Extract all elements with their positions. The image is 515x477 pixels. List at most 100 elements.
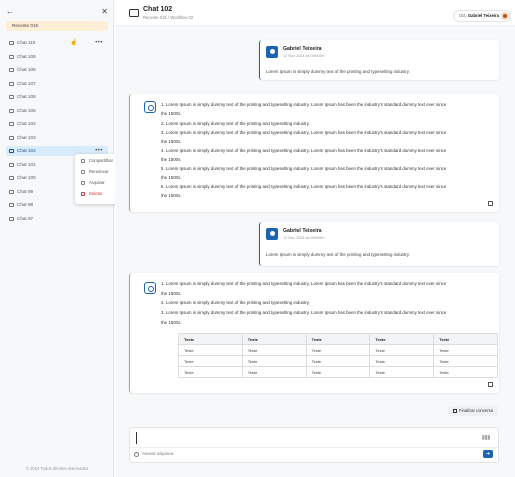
sidebar-item-chat-106[interactable]: Chat 106 bbox=[6, 92, 108, 102]
sidebar-item-label: Chat 98 bbox=[17, 202, 34, 207]
chat-icon bbox=[9, 203, 14, 207]
sidebar-item-chat-108[interactable]: Chat 108 bbox=[6, 65, 108, 75]
sidebar-item-label: Chat 105 bbox=[17, 107, 36, 113]
sidebar-item-chat-97[interactable]: Chat 97 bbox=[6, 214, 108, 224]
copy-icon[interactable] bbox=[488, 201, 493, 206]
copyright-footer: © 2024 Todos direitos reservados bbox=[25, 466, 89, 471]
message-line: 2. Lorem Ipsum is simply dummy text of t… bbox=[161, 121, 310, 126]
sidebar-item-chat-98[interactable]: Chat 98 bbox=[6, 200, 108, 210]
sidebar-item-label: Chat 110 bbox=[17, 40, 36, 45]
user-avatar-icon bbox=[266, 46, 278, 58]
message-line: the 1500s. bbox=[161, 193, 182, 198]
more-icon[interactable]: ••• bbox=[95, 148, 103, 154]
chat-icon bbox=[9, 176, 14, 180]
chat-bubbles-icon bbox=[129, 9, 139, 17]
table-header-row: Teste Teste Teste Teste Teste bbox=[178, 333, 498, 345]
send-arrow-icon: ➜ bbox=[485, 451, 491, 457]
sidebar-item-label: Chat 103 bbox=[17, 134, 36, 140]
sidebar-item-label: Chat 102 bbox=[17, 148, 36, 153]
table-cell: Teste bbox=[305, 355, 371, 367]
audio-wave-icon[interactable]: ▮▮▮ bbox=[481, 435, 491, 441]
message-text: Lorem Ipsum is simply dummy text of the … bbox=[266, 69, 410, 74]
user-message: Gabriel Teixeira 12 Nov 2024 às 09h00m L… bbox=[259, 40, 499, 80]
user-message: Gabriel Teixeira 12 Nov 2024 às 09h00m L… bbox=[259, 222, 499, 266]
menu-item-label: Renomear bbox=[89, 169, 109, 174]
assistant-logo-icon bbox=[144, 282, 156, 294]
message-line: the 1500s. bbox=[161, 320, 182, 325]
table-cell: Teste bbox=[178, 355, 243, 367]
message-line: the 1500s. bbox=[161, 175, 182, 180]
more-icon[interactable]: ••• bbox=[95, 40, 103, 46]
message-line: the 1500s. bbox=[161, 111, 182, 116]
user-menu[interactable]: Olá, Gabriel Teixeira bbox=[453, 10, 511, 22]
sidebar-item-chat-105[interactable]: Chat 105 bbox=[6, 106, 108, 116]
chat-icon bbox=[9, 149, 14, 153]
copy-icon[interactable] bbox=[488, 382, 493, 387]
message-author: Gabriel Teixeira bbox=[283, 228, 322, 234]
attach-label: Anexar arquivos bbox=[142, 451, 174, 456]
attach-files-button[interactable]: Anexar arquivos bbox=[134, 451, 174, 457]
table-cell: Teste bbox=[433, 344, 498, 356]
user-name: Gabriel Teixeira bbox=[467, 13, 499, 18]
chat-icon bbox=[9, 41, 14, 45]
recent-folder[interactable]: Recente 015 bbox=[6, 21, 108, 31]
message-line: 2. Lorem Ipsum is simply dummy text of t… bbox=[161, 300, 310, 305]
message-line: 1. Lorem Ipsum is simply dummy text of t… bbox=[161, 281, 447, 286]
archive-icon bbox=[81, 181, 85, 185]
finish-conversation-button[interactable]: Finalizar conversa bbox=[448, 406, 498, 416]
sidebar-item-chat-102[interactable]: Chat 102 ••• bbox=[6, 146, 108, 156]
sidebar-item-chat-110[interactable]: Chat 110 ••• bbox=[6, 38, 108, 48]
finish-icon bbox=[453, 408, 458, 413]
table-cell: Teste bbox=[369, 366, 435, 378]
main-area: Chat 102 Recente 015 / Workflow 02 Olá, … bbox=[115, 0, 515, 477]
message-line: 3. Lorem Ipsum is simply dummy text of t… bbox=[161, 130, 447, 135]
message-time: 12 Nov 2024 às 09h00m bbox=[283, 236, 325, 240]
table-cell: Teste bbox=[369, 344, 435, 356]
sidebar-item-chat-103[interactable]: Chat 103 bbox=[6, 133, 108, 143]
message-line: 6. Lorem Ipsum is simply dummy text of t… bbox=[161, 184, 447, 189]
message-line: 1. Lorem Ipsum is simply dummy text of t… bbox=[161, 102, 447, 107]
sidebar-item-chat-100[interactable]: Chat 100 bbox=[6, 173, 108, 183]
close-icon[interactable]: ✕ bbox=[101, 7, 108, 16]
sidebar-item-label: Chat 101 bbox=[17, 161, 36, 167]
message-line: 3. Lorem Ipsum is simply dummy text of t… bbox=[161, 310, 447, 315]
breadcrumb[interactable]: Recente 015 / Workflow 02 bbox=[143, 15, 194, 20]
chat-icon bbox=[9, 216, 14, 221]
archive-menu-item[interactable]: Arquivar bbox=[81, 180, 105, 186]
send-button[interactable]: ➜ bbox=[483, 450, 493, 458]
chat-icon bbox=[9, 122, 14, 126]
finish-button-label: Finalizar conversa bbox=[459, 408, 493, 413]
sidebar-item-chat-109[interactable]: Chat 109 bbox=[6, 52, 108, 62]
table-cell: Teste bbox=[241, 344, 307, 356]
message-line: 4. Lorem Ipsum is simply dummy text of t… bbox=[161, 148, 447, 153]
table-row: Teste Teste Teste Teste Teste bbox=[178, 366, 498, 378]
assistant-message: 1. Lorem Ipsum is simply dummy text of t… bbox=[129, 94, 499, 212]
sidebar-item-chat-101[interactable]: Chat 101 bbox=[6, 160, 108, 170]
sidebar-item-chat-104[interactable]: Chat 104 bbox=[6, 119, 108, 129]
share-icon bbox=[81, 159, 85, 163]
message-line: the 1500s. bbox=[161, 139, 182, 144]
user-greeting: Olá, bbox=[459, 13, 467, 18]
avatar bbox=[501, 12, 509, 20]
chat-icon bbox=[9, 54, 14, 59]
sidebar-item-chat-99[interactable]: Chat 99 bbox=[6, 187, 108, 197]
message-time: 12 Nov 2024 às 09h00m bbox=[283, 54, 325, 58]
table-cell: Teste bbox=[369, 355, 435, 367]
table-row: Teste Teste Teste Teste Teste bbox=[178, 344, 498, 356]
pencil-icon bbox=[81, 170, 85, 174]
sidebar-item-label: Chat 97 bbox=[17, 215, 34, 221]
sidebar-top: ← ✕ bbox=[6, 8, 108, 16]
table-cell: Teste bbox=[241, 366, 307, 378]
table-header-cell: Teste bbox=[241, 333, 307, 345]
message-input[interactable] bbox=[136, 432, 486, 444]
delete-menu-item[interactable]: Deletar bbox=[81, 191, 103, 197]
arrow-left-icon[interactable]: ← bbox=[6, 7, 14, 16]
share-menu-item[interactable]: Compartilhar bbox=[81, 158, 113, 164]
pointer-cursor-icon: ☝ bbox=[70, 40, 78, 46]
sidebar-item-chat-107[interactable]: Chat 107 bbox=[6, 79, 108, 89]
table-header-cell: Teste bbox=[433, 333, 498, 345]
sidebar: ← ✕ Recente 015 Chat 110 ••• ☝ Chat 109 … bbox=[0, 0, 114, 477]
rename-menu-item[interactable]: Renomear bbox=[81, 169, 109, 175]
table-cell: Teste bbox=[433, 366, 498, 378]
table-cell: Teste bbox=[178, 344, 243, 356]
